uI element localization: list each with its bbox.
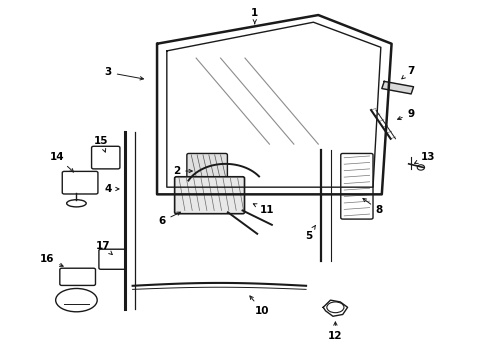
FancyBboxPatch shape <box>187 153 227 180</box>
Text: 6: 6 <box>158 212 180 226</box>
Ellipse shape <box>417 165 424 170</box>
Text: 13: 13 <box>415 152 436 163</box>
Ellipse shape <box>56 288 97 312</box>
Text: 9: 9 <box>397 109 415 120</box>
FancyBboxPatch shape <box>174 177 245 214</box>
FancyBboxPatch shape <box>92 146 120 169</box>
Ellipse shape <box>327 302 344 313</box>
Text: 10: 10 <box>250 296 270 316</box>
FancyBboxPatch shape <box>99 249 126 269</box>
Text: 3: 3 <box>104 67 144 80</box>
FancyBboxPatch shape <box>60 268 96 285</box>
Text: 15: 15 <box>94 136 108 152</box>
Text: 4: 4 <box>104 184 119 194</box>
Text: 1: 1 <box>251 8 258 24</box>
Text: 2: 2 <box>173 166 192 176</box>
FancyBboxPatch shape <box>62 171 98 194</box>
Text: 17: 17 <box>96 241 112 255</box>
Text: 11: 11 <box>253 204 274 216</box>
Text: 14: 14 <box>49 152 74 172</box>
Text: 5: 5 <box>305 225 316 240</box>
Ellipse shape <box>67 200 86 207</box>
Text: 8: 8 <box>363 198 383 216</box>
Polygon shape <box>382 81 414 94</box>
Text: 16: 16 <box>40 254 63 266</box>
Text: 12: 12 <box>328 322 343 341</box>
Text: 7: 7 <box>402 66 415 79</box>
FancyBboxPatch shape <box>341 153 373 219</box>
